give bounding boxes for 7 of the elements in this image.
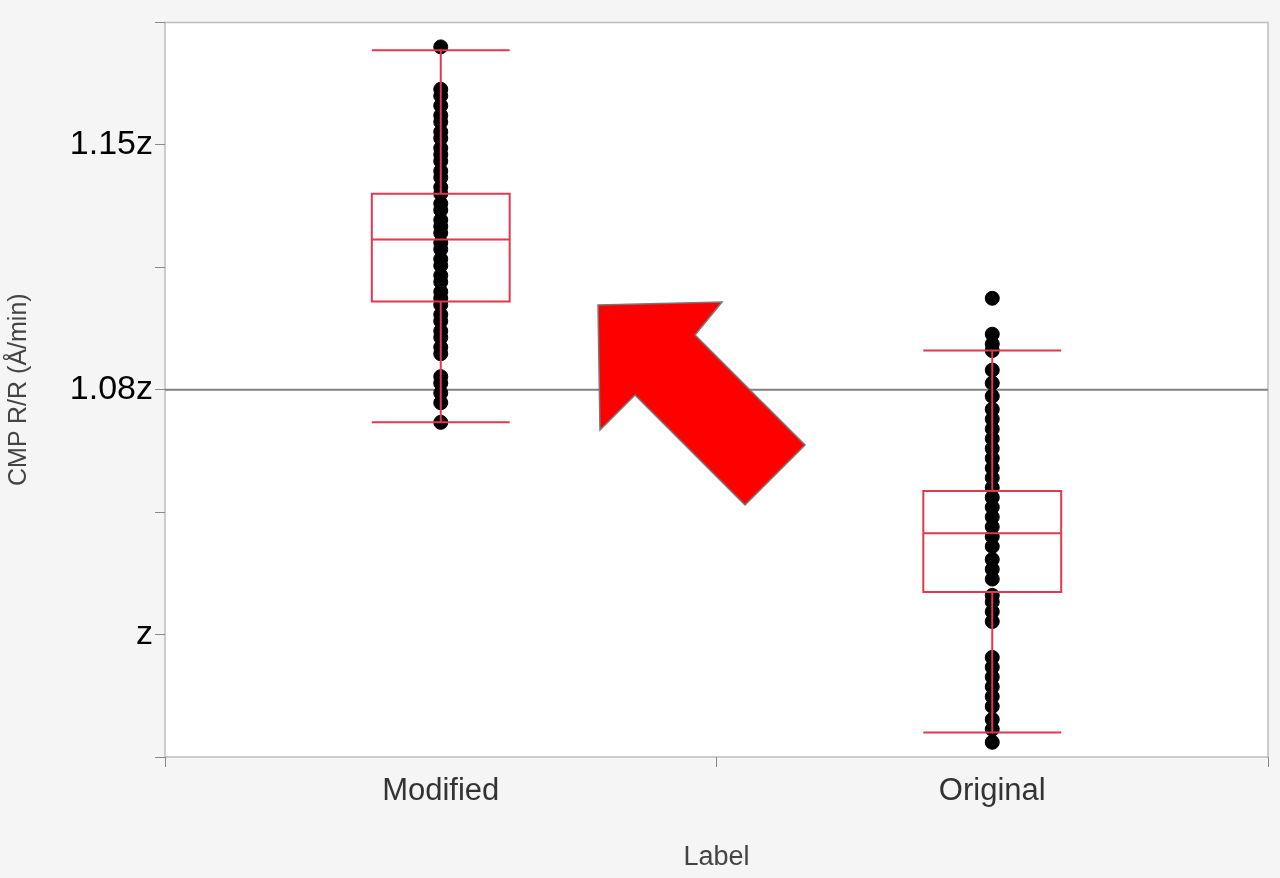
y-axis-title: CMP R/R (Å/min) [1, 293, 31, 486]
x-axis-title: Label [683, 841, 750, 872]
y-tick-label: 1.08z [69, 368, 153, 407]
y-tick-label: 1.15z [69, 123, 153, 162]
x-tick-label: Original [938, 772, 1046, 808]
y-tick-label: z [136, 612, 153, 651]
x-tick-label: Modified [382, 772, 500, 808]
